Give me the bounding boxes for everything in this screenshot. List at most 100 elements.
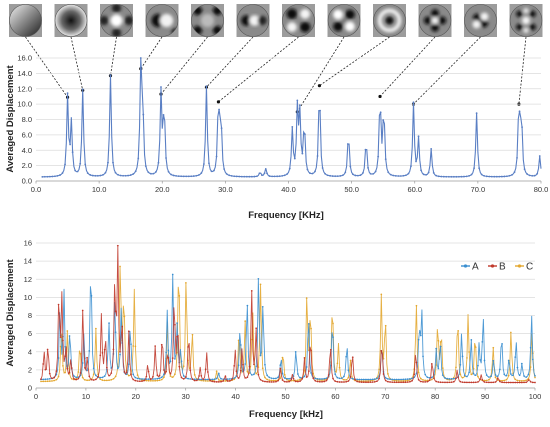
top-series-point xyxy=(417,135,420,138)
series-b-point xyxy=(529,380,532,383)
top-series-point xyxy=(81,88,84,91)
top-series-point xyxy=(394,174,397,177)
top-series-point xyxy=(420,169,422,172)
series-b-point xyxy=(106,366,108,369)
series-c-point xyxy=(136,374,139,376)
series-a-point xyxy=(503,373,506,376)
top-series-point xyxy=(256,175,258,178)
top-series-point xyxy=(79,162,82,165)
series-b-point xyxy=(283,380,286,383)
series-b-point xyxy=(450,381,453,384)
series-b-point xyxy=(378,377,380,380)
series-b-point xyxy=(112,348,115,351)
series-a-point xyxy=(507,359,510,362)
series-c-point xyxy=(132,345,135,347)
top-series-point xyxy=(152,172,155,175)
top-series-point xyxy=(301,152,304,155)
series-c-point xyxy=(470,373,473,376)
series-a-point xyxy=(338,377,341,380)
series-b-point xyxy=(73,377,75,380)
series-b-point xyxy=(299,380,301,382)
top-series-point xyxy=(432,171,435,174)
series-b-point xyxy=(160,343,163,346)
series-b-point xyxy=(490,381,492,384)
series-b-point xyxy=(336,380,339,383)
top-y-tick-label: 16.0 xyxy=(17,54,32,63)
top-series-point xyxy=(124,174,127,177)
series-b-point xyxy=(472,381,475,384)
top-series-point xyxy=(195,174,198,177)
series-b-point xyxy=(477,381,479,383)
series-b-point xyxy=(485,381,488,384)
series-b-point xyxy=(257,373,260,376)
series-c-point xyxy=(395,379,398,382)
bottom-y-tick-label: 2 xyxy=(28,365,32,374)
mode-peak-marker xyxy=(378,94,382,99)
series-b-point xyxy=(209,379,211,382)
series-b-point xyxy=(138,380,141,383)
bottom-y-tick-label: 12 xyxy=(24,275,32,284)
series-c-point xyxy=(156,379,159,382)
series-a-point xyxy=(132,373,135,376)
series-c-point xyxy=(516,379,519,382)
series-a-point xyxy=(152,378,154,380)
top-series-point xyxy=(170,173,172,176)
series-a-point xyxy=(369,378,372,381)
top-series-point xyxy=(298,104,301,106)
series-a-point xyxy=(119,353,121,356)
series-a-point xyxy=(299,376,301,379)
series-c-point xyxy=(439,341,442,343)
series-c-point xyxy=(264,376,266,379)
top-series-point xyxy=(59,174,61,176)
top-y-tick-label: 12.0 xyxy=(17,84,32,93)
series-a-point xyxy=(340,377,343,379)
top-series-point xyxy=(147,171,150,174)
series-c-point xyxy=(119,265,121,268)
series-b-point xyxy=(395,381,398,384)
series-a-point xyxy=(64,345,66,348)
series-b-point xyxy=(316,380,319,383)
series-b-point xyxy=(457,376,460,379)
series-a-point xyxy=(452,377,455,380)
series-b-point xyxy=(222,380,225,382)
top-series-point xyxy=(382,119,385,121)
series-b-point xyxy=(211,380,214,383)
series-b-point xyxy=(46,348,49,351)
series-b-point xyxy=(149,378,152,380)
top-series-point xyxy=(291,125,294,128)
series-a-point xyxy=(387,378,389,380)
series-c-point xyxy=(51,380,53,382)
top-series-point xyxy=(258,172,261,175)
series-c-point xyxy=(398,380,400,382)
series-b-point xyxy=(134,379,137,382)
series-a-point xyxy=(48,377,51,380)
top-series-point xyxy=(107,161,109,164)
series-b-point xyxy=(213,380,216,383)
top-series-point xyxy=(91,174,94,177)
top-y-axis-label: Averaged Displacement xyxy=(5,64,16,172)
series-a-point xyxy=(417,338,420,341)
series-b-point xyxy=(51,377,53,380)
series-b-point xyxy=(332,377,334,380)
series-a-point xyxy=(334,373,337,375)
series-a-point xyxy=(439,345,442,348)
top-series-point xyxy=(367,166,369,169)
series-a-point xyxy=(110,367,113,369)
series-b-point xyxy=(441,381,444,384)
series-b-point xyxy=(141,380,143,382)
top-series-point xyxy=(243,175,246,178)
top-series-point xyxy=(341,174,344,177)
series-b-point xyxy=(474,381,477,384)
series-b-point xyxy=(268,381,271,383)
series-a-point xyxy=(358,378,361,381)
series-a-point xyxy=(470,339,473,341)
bottom-y-tick-label: 4 xyxy=(28,347,32,356)
series-a-point xyxy=(411,377,413,380)
series-c-point xyxy=(299,378,301,381)
series-c-point xyxy=(336,362,339,365)
top-series-point xyxy=(142,113,145,116)
top-series-point xyxy=(503,175,506,178)
top-y-tick-label: 14.0 xyxy=(17,69,32,78)
series-b-point xyxy=(220,380,222,383)
top-series-point xyxy=(452,175,455,178)
